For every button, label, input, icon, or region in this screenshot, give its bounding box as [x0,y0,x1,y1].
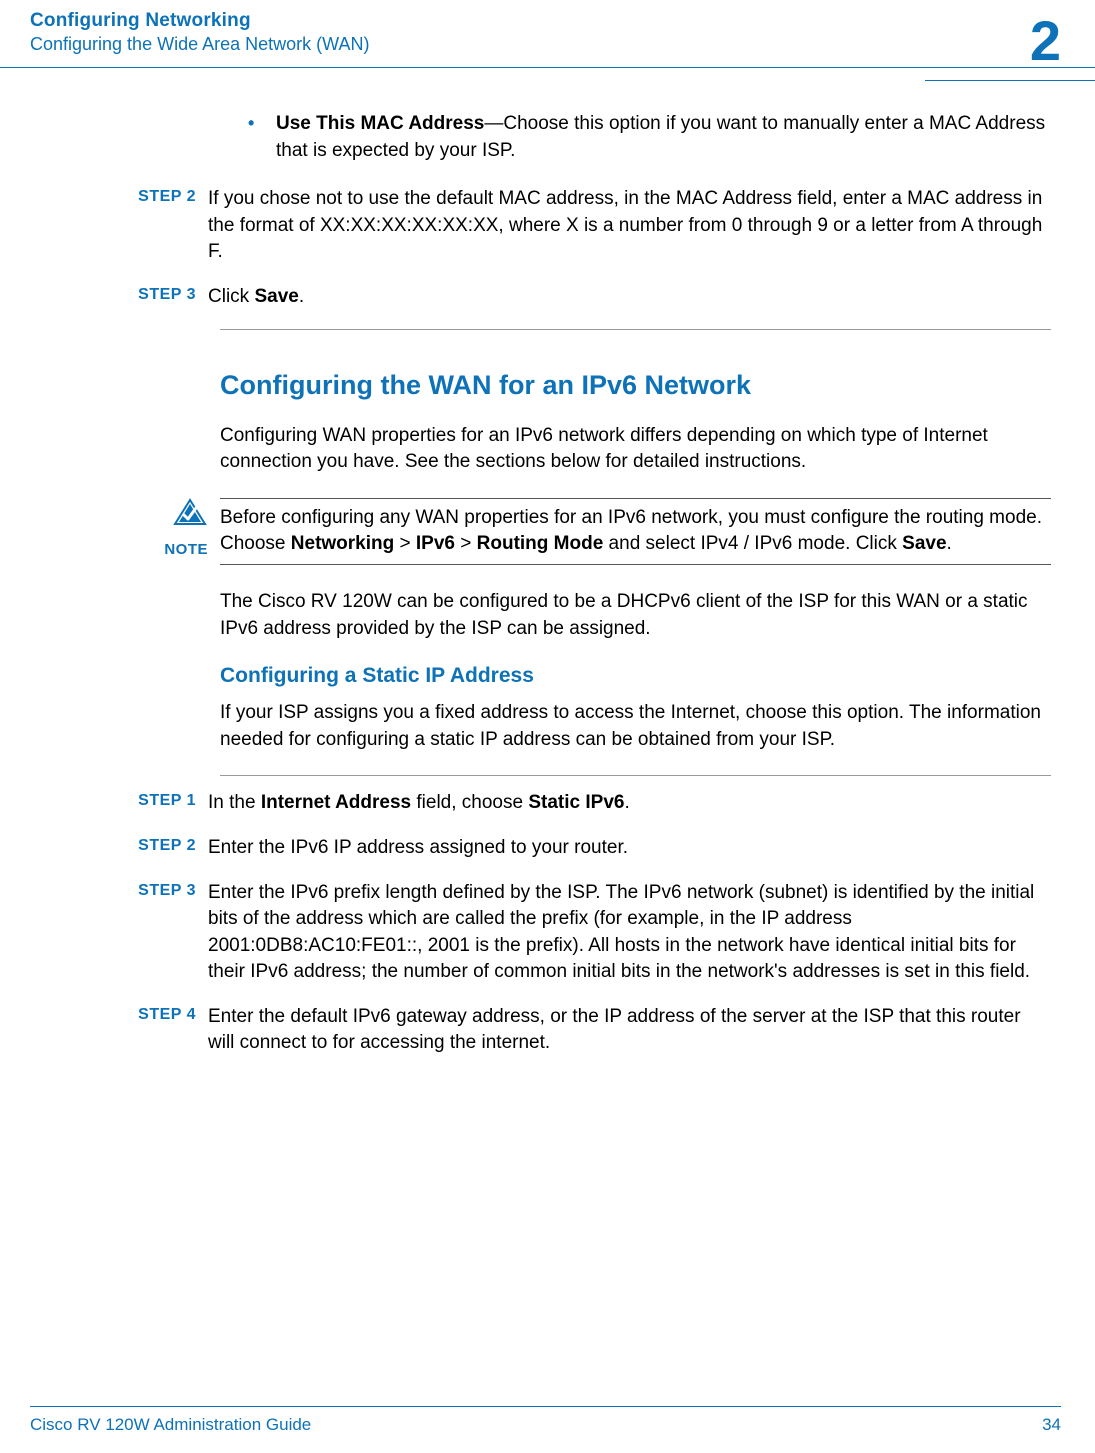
note-top-rule [220,498,1051,499]
step-bold: Save [254,286,298,307]
step-label: STEP 3 [44,284,208,311]
footer-left: Cisco RV 120W Administration Guide [30,1415,311,1435]
note-text: and select IPv4 / IPv6 mode. Click [603,533,902,554]
step-label: STEP 2 [44,186,208,266]
bullet-item: • Use This MAC Address—Choose this optio… [248,111,1051,164]
step-mid: field, choose [411,792,528,813]
paragraph: Configuring WAN properties for an IPv6 n… [220,423,1051,476]
step-suffix: . [299,286,304,307]
paragraph: The Cisco RV 120W can be configured to b… [220,589,1051,642]
note-body-wrap: Before configuring any WAN properties fo… [220,498,1051,589]
header-rule [0,67,1095,68]
step-label: STEP 4 [44,1004,208,1057]
bullet-text: Use This MAC Address—Choose this option … [276,111,1051,164]
note-label: NOTE [44,541,208,558]
bullet-dash: — [484,113,503,134]
step-row: STEP 3 Click Save. [44,284,1051,311]
step-row: STEP 3 Enter the IPv6 prefix length defi… [44,880,1051,986]
section-heading-row: Configuring the WAN for an IPv6 Network [220,370,1051,401]
section-separator [220,775,1051,776]
step-suffix: . [624,792,629,813]
step-row: STEP 2 If you chose not to use the defau… [44,186,1051,266]
note-body: Before configuring any WAN properties fo… [220,505,1051,558]
note-bold: Networking [291,533,394,554]
bullet-title: Use This MAC Address [276,113,484,134]
step-body: Enter the IPv6 prefix length defined by … [208,880,1051,986]
note-text: > [455,533,477,554]
step-bold: Static IPv6 [528,792,624,813]
note-bold: IPv6 [416,533,455,554]
note-text: > [394,533,416,554]
step-label: STEP 1 [44,790,208,817]
header-subtitle: Configuring the Wide Area Network (WAN) [30,34,1065,55]
page-footer: Cisco RV 120W Administration Guide 34 [30,1406,1061,1435]
step-row: STEP 1 In the Internet Address field, ch… [44,790,1051,817]
note-bottom-rule [220,564,1051,565]
header-title: Configuring Networking [30,10,1065,32]
step-prefix: Click [208,286,254,307]
step-body: Enter the IPv6 IP address assigned to yo… [208,835,1051,862]
step-body: Click Save. [208,284,1051,311]
step-body: If you chose not to use the default MAC … [208,186,1051,266]
step-label: STEP 3 [44,880,208,986]
note-text: . [947,533,952,554]
step-prefix: In the [208,792,261,813]
section-separator [220,329,1051,330]
step-body: In the Internet Address field, choose St… [208,790,1051,817]
step-label: STEP 2 [44,835,208,862]
footer-page-number: 34 [1042,1415,1061,1435]
step-row: STEP 4 Enter the default IPv6 gateway ad… [44,1004,1051,1057]
step-row: STEP 2 Enter the IPv6 IP address assigne… [44,835,1051,862]
chapter-number: 2 [1030,8,1061,73]
subsection-heading-row: Configuring a Static IP Address [220,664,1051,688]
bullet-marker: • [248,111,276,164]
page-header: Configuring Networking Configuring the W… [0,0,1095,67]
page-content: • Use This MAC Address—Choose this optio… [0,81,1095,1057]
step-bold: Internet Address [261,792,411,813]
note-block: NOTE Before configuring any WAN properti… [44,498,1051,589]
section-heading: Configuring the WAN for an IPv6 Network [220,370,1051,401]
step-body: Enter the default IPv6 gateway address, … [208,1004,1051,1057]
pencil-check-icon [172,498,208,534]
note-bold: Routing Mode [477,533,604,554]
note-left: NOTE [44,498,220,589]
note-bold: Save [902,533,946,554]
subsection-heading: Configuring a Static IP Address [220,664,1051,688]
paragraph: If your ISP assigns you a fixed address … [220,700,1051,753]
